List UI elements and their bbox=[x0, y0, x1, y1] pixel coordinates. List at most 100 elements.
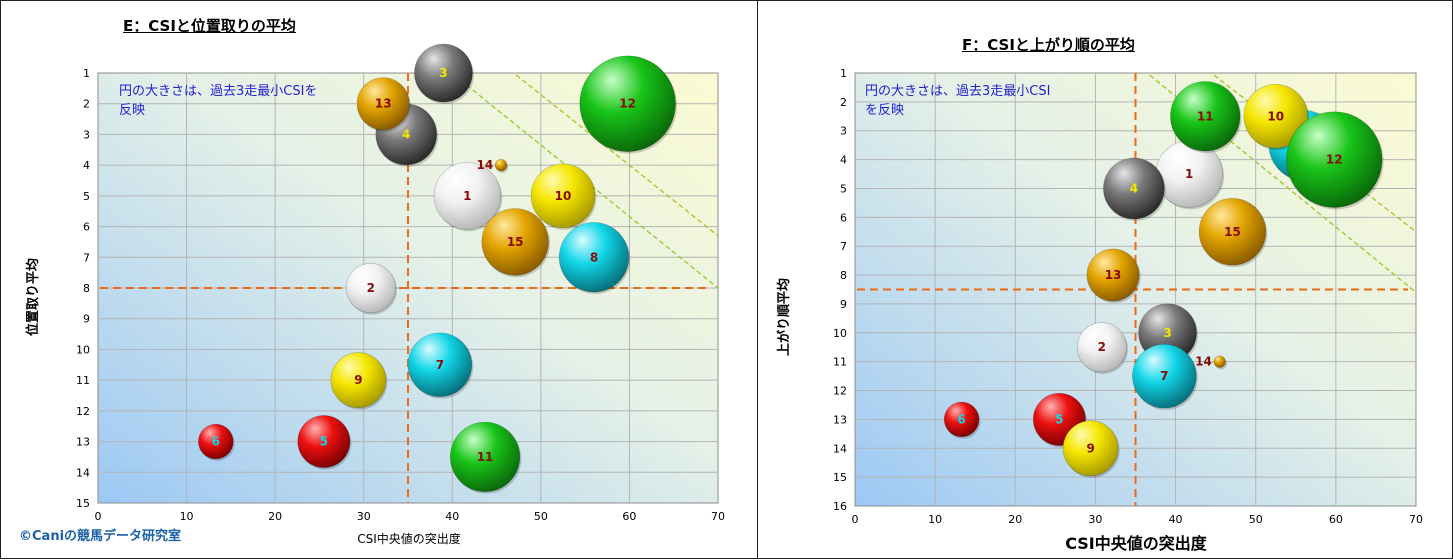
chart-svg-f: 0 10 20 30 40 50 60 7012345678910111213141516円の… bbox=[776, 67, 1423, 553]
y-tick-label: 10 bbox=[76, 343, 90, 356]
bubble-13 bbox=[356, 77, 411, 132]
bubble-label-5: 5 bbox=[1055, 412, 1063, 426]
diagonal-guide-line bbox=[450, 73, 718, 289]
y-tick-label: 6 bbox=[83, 221, 90, 234]
bubble-label-3: 3 bbox=[1163, 326, 1171, 340]
bubble-label-4: 4 bbox=[1130, 181, 1138, 195]
bubble-3 bbox=[414, 43, 474, 104]
credit-text: ©Caniの競馬データ研究室 bbox=[19, 529, 182, 544]
diagonal-guide-line bbox=[512, 73, 718, 237]
bubble-label-9: 9 bbox=[354, 373, 362, 387]
bubble-15 bbox=[1198, 198, 1268, 268]
chart-panel-e: E：CSIと位置取りの平均 0 10 20 30 40 50 60 70 1 2 3 4 5 6 7 8 9 10… bbox=[0, 0, 758, 559]
y-tick-label: 5 bbox=[83, 190, 90, 203]
bubble-label-1: 1 bbox=[463, 189, 471, 203]
bubble-label-5: 5 bbox=[320, 435, 328, 449]
bubble-11 bbox=[449, 421, 522, 494]
bubble-label-1: 1 bbox=[1185, 167, 1193, 181]
bubble-9 bbox=[330, 352, 388, 410]
bubble-14 bbox=[1213, 355, 1227, 370]
bubble-label-10: 10 bbox=[1267, 109, 1284, 123]
bubble-13 bbox=[1086, 248, 1141, 304]
chart-annotation: 円の大きさは、過去3走最小CSIを反映 bbox=[119, 84, 317, 118]
x-tick-label: 10 bbox=[928, 513, 942, 526]
bubble-12 bbox=[1286, 111, 1384, 210]
bubble-7 bbox=[1132, 343, 1198, 410]
bubble-2 bbox=[345, 263, 397, 315]
bubble-8 bbox=[558, 222, 631, 295]
y-tick-label: 16 bbox=[833, 500, 847, 513]
y-tick-label: 9 bbox=[840, 298, 847, 311]
y-tick-label: 4 bbox=[83, 159, 90, 172]
y-tick-label: 4 bbox=[840, 154, 847, 167]
bubble-label-11: 11 bbox=[477, 450, 494, 464]
bubble-label-8: 8 bbox=[590, 250, 598, 264]
x-tick-label: 70 bbox=[711, 510, 725, 523]
x-tick-label: 0 bbox=[852, 513, 859, 526]
bubble-14 bbox=[494, 159, 509, 173]
y-tick-label: 8 bbox=[83, 282, 90, 295]
chart-svg-e: 0 10 20 30 40 50 60 70123456789101112131415円の大き… bbox=[25, 43, 725, 546]
y-tick-label: 7 bbox=[840, 240, 847, 253]
y-tick-label: 12 bbox=[76, 405, 90, 418]
bubble-label-11: 11 bbox=[1197, 109, 1214, 123]
bubble-label-13: 13 bbox=[1105, 268, 1122, 282]
bubble-label-14: 14 bbox=[1195, 355, 1212, 369]
bubble-label-7: 7 bbox=[436, 358, 444, 372]
y-tick-label: 3 bbox=[840, 125, 847, 138]
bubble-12 bbox=[579, 55, 678, 154]
y-axis-label: 上がり順平均 bbox=[776, 278, 792, 356]
bubble-label-6: 6 bbox=[212, 435, 220, 449]
x-tick-label: 20 bbox=[1008, 513, 1022, 526]
x-axis-label: CSI中央値の突出度 bbox=[357, 531, 461, 546]
x-tick-label: 70 bbox=[1409, 513, 1423, 526]
y-tick-label: 6 bbox=[840, 211, 847, 224]
y-tick-label: 15 bbox=[833, 471, 847, 484]
y-tick-label: 1 bbox=[840, 67, 847, 80]
y-tick-label: 2 bbox=[840, 96, 847, 109]
y-tick-label: 3 bbox=[83, 128, 90, 141]
bubble-10 bbox=[1243, 84, 1310, 151]
y-tick-label: 15 bbox=[76, 497, 90, 510]
y-tick-label: 1 bbox=[83, 67, 90, 80]
x-tick-label: 60 bbox=[1329, 513, 1343, 526]
bubble-9 bbox=[1062, 420, 1120, 478]
x-tick-label: 0 bbox=[95, 510, 102, 523]
bubble-label-9: 9 bbox=[1086, 441, 1094, 455]
y-tick-label: 2 bbox=[83, 98, 90, 111]
bubble-7 bbox=[407, 332, 474, 399]
x-tick-label: 30 bbox=[1088, 513, 1102, 526]
bubble-label-15: 15 bbox=[1224, 225, 1241, 239]
y-tick-label: 8 bbox=[840, 269, 847, 282]
y-tick-label: 7 bbox=[83, 251, 90, 264]
y-tick-label: 14 bbox=[833, 442, 847, 455]
bubble-label-13: 13 bbox=[375, 97, 392, 111]
bubble-label-15: 15 bbox=[507, 235, 524, 249]
y-tick-label: 13 bbox=[76, 436, 90, 449]
bubble-2 bbox=[1076, 322, 1128, 374]
bubble-4 bbox=[1103, 157, 1166, 221]
bubble-5 bbox=[297, 415, 352, 470]
x-tick-label: 60 bbox=[622, 510, 636, 523]
y-tick-label: 11 bbox=[833, 356, 847, 369]
y-axis-label: 位置取り平均 bbox=[25, 258, 41, 336]
bubble-label-6: 6 bbox=[957, 412, 965, 426]
bubble-label-2: 2 bbox=[367, 281, 375, 295]
y-tick-label: 9 bbox=[83, 313, 90, 326]
bubble-label-14: 14 bbox=[476, 158, 493, 172]
y-tick-label: 11 bbox=[76, 374, 90, 387]
bubble-label-12: 12 bbox=[1326, 153, 1343, 167]
chart-title-f: F：CSIと上がり順の平均 bbox=[962, 36, 1135, 54]
x-tick-label: 50 bbox=[534, 510, 548, 523]
bubble-label-2: 2 bbox=[1098, 340, 1106, 354]
bubble-label-4: 4 bbox=[402, 127, 410, 141]
bubble-6 bbox=[198, 423, 235, 461]
y-tick-label: 5 bbox=[840, 182, 847, 195]
x-tick-label: 10 bbox=[180, 510, 194, 523]
y-tick-label: 13 bbox=[833, 413, 847, 426]
y-tick-label: 12 bbox=[833, 385, 847, 398]
y-tick-label: 14 bbox=[76, 466, 90, 479]
bubble-label-7: 7 bbox=[1160, 369, 1168, 383]
x-tick-label: 30 bbox=[357, 510, 371, 523]
